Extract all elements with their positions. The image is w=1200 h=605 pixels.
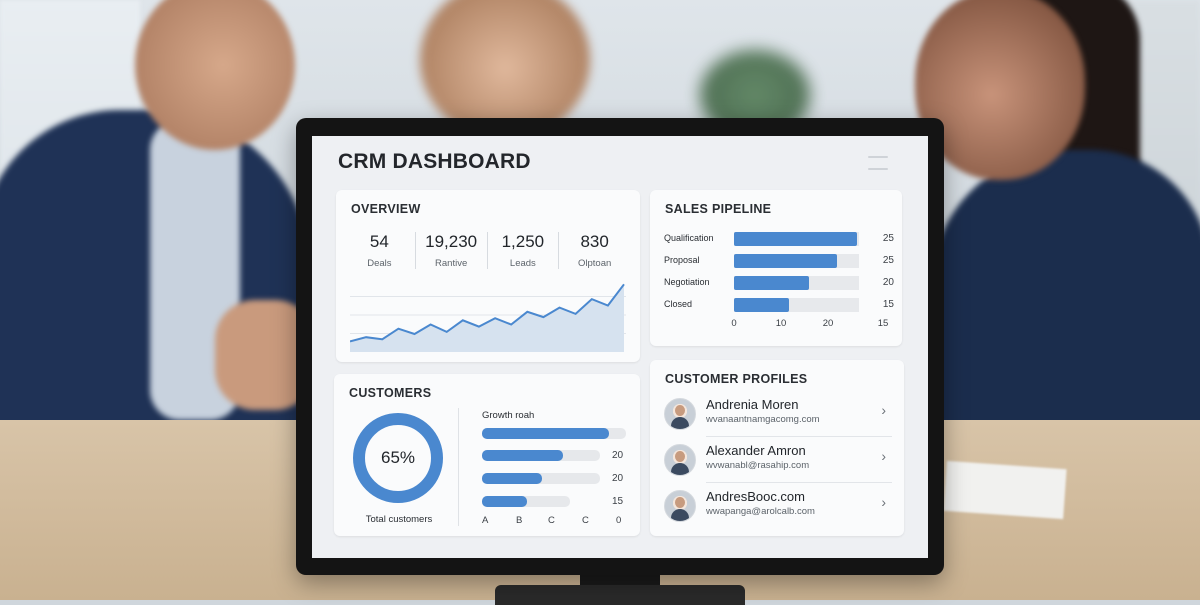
monitor-base <box>495 585 745 605</box>
avatar <box>664 490 696 522</box>
axis-tick: 0 <box>616 515 622 526</box>
growth-bar <box>482 473 542 484</box>
stat-leads[interactable]: 1,250 Leads <box>488 232 560 269</box>
growth-row: 20 <box>482 450 630 461</box>
stat-deals[interactable]: 54 Deals <box>344 232 416 269</box>
profiles-title: CUSTOMER PROFILES <box>665 372 808 386</box>
axis-tick: 15 <box>877 318 889 329</box>
profile-email: wvwanabl@rasahip.com <box>706 460 810 471</box>
stat-label: Rantive <box>435 258 468 269</box>
growth-value: 20 <box>612 450 624 461</box>
customers-donut-chart <box>353 413 443 503</box>
sales-pipeline-card: SALES PIPELINE Qualification 25 Proposal… <box>650 190 902 346</box>
profile-name: AndresBooc.com <box>706 489 805 504</box>
growth-bar <box>482 450 563 461</box>
customers-title: CUSTOMERS <box>349 386 432 400</box>
chevron-right-icon[interactable]: › <box>881 402 886 418</box>
stat-value: 54 <box>369 232 389 251</box>
stat-value: 19,230 <box>425 232 478 251</box>
growth-title: Growth roah <box>482 410 535 421</box>
monitor: CRM DASHBOARD OVERVIEW 54 Deals 19,230 R… <box>296 118 944 575</box>
stat-value: 1,250 <box>501 232 545 251</box>
overview-stats: 54 Deals 19,230 Rantive 1,250 Leads 830 … <box>344 232 630 269</box>
customer-profiles-card: CUSTOMER PROFILES Andrenia Moren wvanaan… <box>650 360 904 536</box>
pipeline-value: 15 <box>882 299 894 310</box>
pipeline-bar <box>734 254 837 268</box>
overview-card: OVERVIEW 54 Deals 19,230 Rantive 1,250 L… <box>336 190 640 362</box>
pipeline-title: SALES PIPELINE <box>665 202 772 216</box>
axis-tick: C <box>548 515 555 526</box>
donut-caption: Total customers <box>365 514 433 525</box>
donut-ring <box>353 413 443 503</box>
pipeline-stage-label: Negotiation <box>664 277 710 287</box>
pipeline-stage-label: Qualification <box>664 233 714 243</box>
profile-name: Andrenia Moren <box>706 397 799 412</box>
growth-value: 20 <box>612 473 624 484</box>
axis-tick: C <box>582 515 589 526</box>
pipeline-value: 25 <box>882 233 894 244</box>
stat-options[interactable]: 830 Olptoan <box>559 232 630 269</box>
axis-tick: 10 <box>775 318 787 329</box>
pipeline-value: 25 <box>882 255 894 266</box>
profile-name: Alexander Amron <box>706 443 806 458</box>
growth-value: 15 <box>612 496 624 507</box>
menu-icon[interactable] <box>868 156 888 170</box>
customers-card: CUSTOMERS 65% Total customers Growth roa… <box>334 374 640 536</box>
stat-revenue[interactable]: 19,230 Rantive <box>416 232 488 269</box>
axis-tick: A <box>482 515 489 526</box>
donut-value: 65% <box>380 448 416 467</box>
pipeline-bar <box>734 232 857 246</box>
growth-row: 15 <box>482 496 630 507</box>
growth-bar <box>482 428 609 439</box>
growth-row: 20 <box>482 473 630 484</box>
trend-line <box>350 283 625 343</box>
growth-bar <box>482 496 527 507</box>
pipeline-value: 20 <box>882 277 894 288</box>
growth-row <box>482 428 630 439</box>
profile-email: wwapanga@arolcalb.com <box>706 506 815 517</box>
stat-label: Deals <box>367 258 392 269</box>
profile-item[interactable]: Alexander Amron wvwanabl@rasahip.com › <box>660 440 892 483</box>
paper-sheet <box>943 460 1067 520</box>
pipeline-bar <box>734 298 789 312</box>
avatar <box>664 398 696 430</box>
dashboard-screen: CRM DASHBOARD OVERVIEW 54 Deals 19,230 R… <box>312 136 928 558</box>
profile-email: wvanaantnamgacomg.com <box>706 414 820 425</box>
axis-tick: 0 <box>731 318 737 329</box>
stat-label: Leads <box>509 258 536 269</box>
chevron-right-icon[interactable]: › <box>881 448 886 464</box>
person-center <box>420 0 590 140</box>
axis-tick: B <box>516 515 523 526</box>
pipeline-row[interactable]: Proposal 25 <box>664 254 894 268</box>
overview-trend-chart <box>350 283 626 352</box>
page-title: CRM DASHBOARD <box>338 150 531 173</box>
chevron-right-icon[interactable]: › <box>881 494 886 510</box>
avatar <box>664 444 696 476</box>
axis-tick: 20 <box>822 318 834 329</box>
trend-area <box>350 284 624 352</box>
profile-item[interactable]: AndresBooc.com wwapanga@arolcalb.com › <box>660 486 892 526</box>
pipeline-row[interactable]: Closed 15 <box>664 298 894 312</box>
profile-item[interactable]: Andrenia Moren wvanaantnamgacomg.com › <box>660 394 892 437</box>
pipeline-row[interactable]: Negotiation 20 <box>664 276 894 290</box>
overview-title: OVERVIEW <box>351 202 421 216</box>
pipeline-bar <box>734 276 809 290</box>
pipeline-stage-label: Closed <box>664 299 693 309</box>
stat-label: Olptoan <box>577 258 612 269</box>
stat-value: 830 <box>580 232 609 251</box>
pipeline-row[interactable]: Qualification 25 <box>664 232 894 246</box>
pipeline-axis: 0 10 20 15 <box>731 318 889 330</box>
pipeline-stage-label: Proposal <box>664 255 700 265</box>
